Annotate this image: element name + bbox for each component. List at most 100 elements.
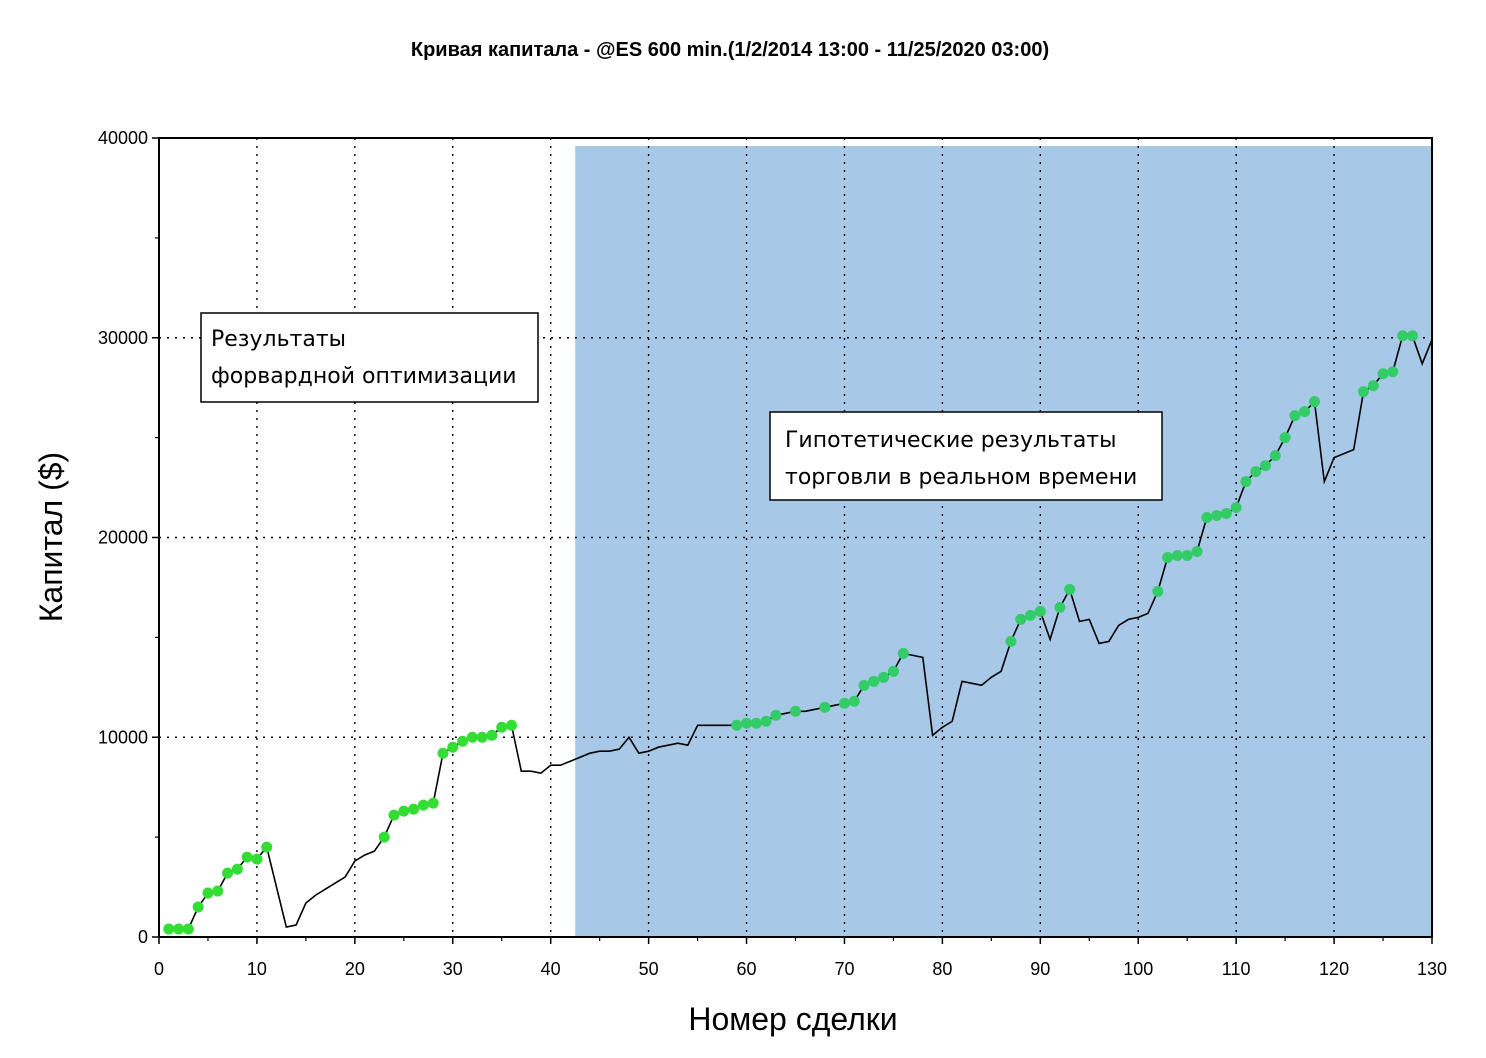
x-tick-label-4: 40 — [541, 959, 561, 979]
x-tick-label-0: 0 — [154, 959, 164, 979]
x-tick-label-12: 120 — [1319, 959, 1349, 979]
shaded-region — [575, 146, 1432, 937]
x-tick-label-3: 30 — [443, 959, 463, 979]
live-note-line-2: торговли в реальном времени — [785, 465, 1137, 490]
equity-high-marker-104 — [1171, 549, 1183, 561]
equity-high-marker-114 — [1269, 450, 1281, 462]
equity-high-marker-75 — [887, 665, 899, 677]
equity-high-marker-115 — [1279, 432, 1291, 444]
y-axis-title: Капитал ($) — [33, 452, 69, 622]
equity-high-marker-63 — [770, 709, 782, 721]
live-note-box — [769, 411, 1163, 501]
live-note-line-1: Гипотетические результаты — [785, 428, 1117, 453]
x-tick-label-5: 50 — [639, 959, 659, 979]
equity-high-marker-27 — [417, 799, 429, 811]
equity-high-marker-36 — [506, 719, 518, 731]
equity-high-marker-23 — [378, 831, 390, 843]
equity-high-marker-126 — [1387, 366, 1399, 378]
forward-note-box — [200, 312, 539, 403]
equity-high-marker-123 — [1357, 386, 1369, 398]
equity-high-marker-6 — [212, 885, 224, 897]
equity-high-marker-9 — [241, 851, 253, 863]
gridlines — [159, 138, 1432, 937]
y-tick-label-1: 10000 — [98, 727, 148, 747]
equity-high-marker-25 — [398, 805, 410, 817]
equity-high-marker-105 — [1181, 549, 1193, 561]
new-high-markers — [163, 330, 1418, 935]
x-tick-label-13: 130 — [1417, 959, 1447, 979]
equity-high-marker-65 — [790, 705, 801, 717]
equity-high-marker-90 — [1034, 605, 1046, 617]
x-tick-label-10: 100 — [1123, 959, 1153, 979]
equity-high-marker-31 — [457, 735, 469, 747]
equity-high-marker-87 — [1005, 635, 1017, 647]
equity-high-marker-112 — [1250, 466, 1262, 478]
equity-high-marker-89 — [1025, 609, 1037, 621]
live-trading-note: Гипотетические результаты торговли в реа… — [769, 411, 1163, 501]
equity-high-marker-60 — [741, 717, 753, 729]
equity-high-marker-128 — [1406, 330, 1418, 342]
forward-note-line-1: Результаты — [211, 327, 346, 352]
equity-high-marker-32 — [466, 731, 478, 743]
axis-ticks: 0 10 20 30 40 50 60 70 80 90 100 110 120 130 0 10000 200… — [98, 128, 1447, 979]
equity-high-marker-127 — [1397, 330, 1409, 342]
chart-title: Кривая капитала - @ES 600 min.(1/2/2014 … — [411, 39, 1049, 61]
forward-optimization-note: Результаты форвардной оптимизации — [200, 312, 539, 403]
equity-high-marker-74 — [878, 671, 890, 683]
equity-high-marker-116 — [1289, 410, 1301, 422]
equity-high-marker-103 — [1162, 551, 1174, 563]
y-tick-label-3: 30000 — [98, 328, 148, 348]
x-tick-label-11: 110 — [1222, 959, 1251, 979]
x-tick-label-2: 20 — [345, 959, 365, 979]
equity-high-marker-111 — [1240, 476, 1252, 488]
equity-high-marker-88 — [1015, 613, 1027, 625]
equity-high-marker-8 — [231, 863, 243, 875]
equity-high-marker-108 — [1211, 510, 1223, 522]
x-axis-title: Номер сделки — [688, 1001, 897, 1037]
equity-high-marker-7 — [222, 867, 234, 879]
equity-high-marker-5 — [202, 887, 214, 899]
equity-high-marker-11 — [261, 841, 273, 853]
equity-high-marker-125 — [1377, 368, 1389, 380]
equity-high-marker-68 — [819, 701, 831, 713]
equity-high-marker-92 — [1054, 601, 1066, 613]
equity-high-marker-61 — [750, 717, 762, 729]
equity-high-marker-73 — [868, 675, 880, 687]
x-tick-label-9: 90 — [1030, 959, 1050, 979]
equity-high-marker-2 — [173, 923, 185, 935]
equity-high-marker-59 — [731, 719, 743, 731]
equity-high-marker-71 — [848, 695, 860, 707]
y-tick-label-2: 20000 — [98, 528, 148, 548]
equity-high-marker-106 — [1191, 545, 1203, 557]
equity-high-marker-33 — [476, 731, 488, 743]
equity-high-marker-109 — [1220, 508, 1232, 520]
x-tick-label-1: 10 — [247, 959, 267, 979]
forward-note-line-2: форвардной оптимизации — [211, 364, 517, 389]
equity-high-marker-28 — [427, 797, 439, 809]
x-tick-label-7: 70 — [834, 959, 854, 979]
equity-high-marker-110 — [1230, 502, 1242, 514]
equity-high-marker-93 — [1064, 583, 1076, 595]
equity-high-marker-113 — [1260, 460, 1272, 472]
equity-high-marker-62 — [760, 715, 772, 727]
equity-high-marker-30 — [447, 741, 459, 753]
equity-high-marker-26 — [408, 803, 420, 815]
equity-high-marker-118 — [1308, 396, 1320, 408]
equity-high-marker-102 — [1152, 585, 1164, 597]
equity-high-marker-35 — [496, 721, 508, 733]
equity-high-marker-29 — [437, 747, 449, 759]
equity-high-marker-124 — [1367, 380, 1379, 392]
equity-high-marker-107 — [1201, 512, 1213, 524]
x-tick-label-8: 80 — [932, 959, 952, 979]
y-tick-label-0: 0 — [138, 927, 148, 947]
equity-high-marker-1 — [163, 923, 175, 935]
equity-high-marker-34 — [486, 729, 498, 741]
equity-high-marker-10 — [251, 853, 263, 865]
equity-high-marker-4 — [192, 901, 204, 913]
y-tick-label-4: 40000 — [98, 128, 148, 148]
equity-high-marker-3 — [182, 923, 194, 935]
equity-high-marker-70 — [838, 697, 850, 709]
equity-high-marker-117 — [1299, 406, 1311, 418]
equity-high-marker-24 — [388, 809, 400, 821]
